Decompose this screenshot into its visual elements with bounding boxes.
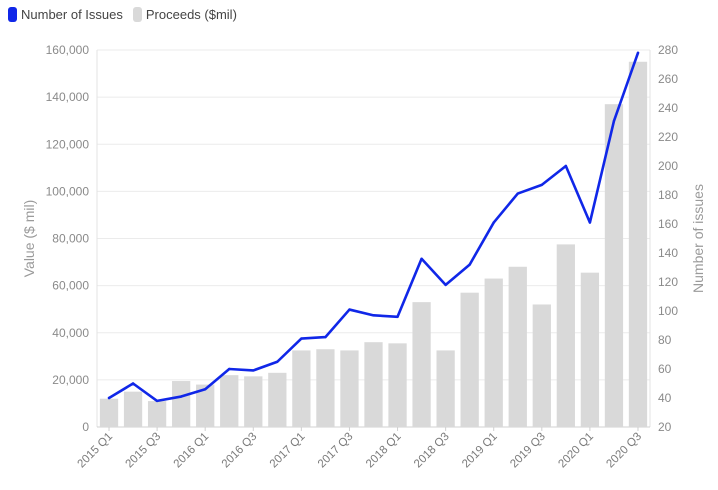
bar [532,304,551,427]
y-tick-label: 40,000 [52,326,89,340]
bar [604,104,624,427]
bar [436,350,455,427]
line-point [420,257,423,260]
y-tick-label: 0 [82,420,89,434]
bar [99,398,119,427]
y2-tick-label: 20 [658,420,672,434]
bar [412,302,431,427]
x-tick-label: 2017 Q1 [268,431,308,471]
bar [292,350,311,427]
line-point [155,399,159,403]
line-point [636,51,640,55]
y2-axis-title: Number of issues [690,184,706,293]
bar [484,278,503,427]
x-tick-label: 2019 Q3 [508,431,548,471]
y2-tick-label: 160 [658,217,678,231]
y2-tick-label: 200 [658,159,678,173]
y-axis-title: Value ($ mil) [21,200,37,278]
line-point [540,183,544,187]
y2-tick-label: 100 [658,304,678,318]
bar [460,292,479,427]
y2-tick-label: 40 [658,391,672,405]
bar [388,343,407,427]
bar [244,376,263,427]
line-point [300,337,303,340]
line-point [492,221,495,224]
y2-tick-label: 260 [658,72,678,86]
x-tick-label: 2018 Q3 [412,431,452,471]
line-point [131,382,135,385]
bar [316,349,335,427]
y2-tick-label: 220 [658,130,678,144]
y-tick-label: 120,000 [46,137,90,151]
line-point [396,315,399,318]
bar [556,244,575,427]
y2-tick-label: 60 [658,362,672,376]
legend: Number of Issues Proceeds ($mil) [8,7,247,22]
x-tick-label: 2017 Q3 [316,431,356,471]
bar [172,381,191,427]
bar [340,350,359,427]
legend-item-proceeds[interactable]: Proceeds ($mil) [132,7,237,22]
bar [220,375,239,427]
line-point [516,192,519,195]
legend-item-number-of-issues[interactable]: Number of Issues [8,7,123,22]
line-point [348,308,351,311]
bar [147,401,167,427]
y-tick-label: 80,000 [52,232,89,246]
line-point [107,396,111,400]
line-point [252,369,255,372]
line-point [179,395,183,398]
y-tick-label: 160,000 [46,43,90,57]
y2-tick-label: 140 [658,246,678,260]
legend-label-proceeds: Proceeds ($mil) [145,7,237,22]
y-tick-label: 140,000 [46,90,90,104]
x-tick-label: 2016 Q3 [220,431,260,471]
line-point [228,367,231,371]
line-point [612,119,616,123]
line-point [276,360,279,363]
line-point [444,283,447,287]
legend-swatch-issues [8,7,17,22]
y-tick-label: 20,000 [52,373,89,387]
bar [580,272,600,427]
y2-tick-label: 80 [658,333,672,347]
bar [364,342,383,427]
line-point [564,164,568,168]
x-tick-label: 2016 Q1 [172,431,212,471]
y2-tick-label: 280 [658,43,678,57]
y-tick-label: 60,000 [52,279,89,293]
x-tick-label: 2015 Q1 [75,431,115,471]
y2-tick-label: 180 [658,188,678,202]
bar [268,372,287,427]
y2-tick-label: 240 [658,101,678,115]
line-point [588,221,592,224]
legend-label-issues: Number of Issues [21,7,123,22]
line-point [468,263,471,266]
line-point [324,335,327,339]
x-tick-label: 2015 Q3 [124,431,164,471]
line-point [203,388,207,391]
legend-swatch-proceeds [132,7,142,22]
bar [123,391,143,427]
x-tick-label: 2019 Q1 [460,431,500,471]
line-point [372,314,375,317]
x-tick-label: 2020 Q1 [556,431,596,471]
bar [196,384,215,427]
bar [628,61,648,427]
x-tick-label: 2018 Q1 [364,431,404,471]
bar [508,266,527,427]
y-tick-label: 100,000 [46,184,90,198]
y2-tick-label: 120 [658,275,678,289]
x-tick-label: 2020 Q3 [604,431,644,471]
